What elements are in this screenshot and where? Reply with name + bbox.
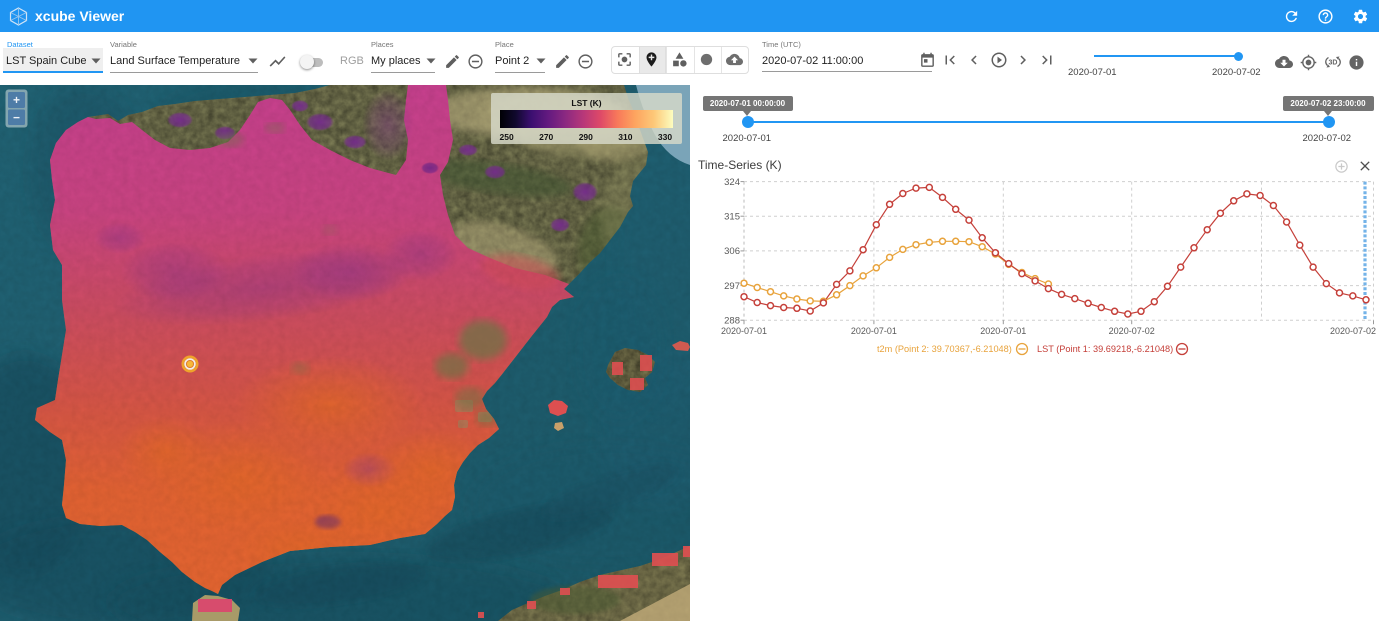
svg-text:297: 297 <box>724 281 740 292</box>
svg-text:270: 270 <box>539 132 553 142</box>
svg-text:310: 310 <box>618 132 632 142</box>
svg-text:+: + <box>13 93 20 107</box>
svg-text:250: 250 <box>500 132 514 142</box>
svg-text:290: 290 <box>579 132 593 142</box>
svg-text:2020-07-01: 2020-07-01 <box>851 326 897 336</box>
svg-text:315: 315 <box>724 212 740 223</box>
svg-text:2020-07-02: 2020-07-02 <box>1330 326 1376 336</box>
svg-text:−: − <box>13 111 20 125</box>
svg-text:2020-07-01: 2020-07-01 <box>721 326 767 336</box>
svg-text:306: 306 <box>724 246 740 257</box>
svg-text:2020-07-01: 2020-07-01 <box>980 326 1026 336</box>
svg-text:2020-07-02: 2020-07-02 <box>1109 326 1155 336</box>
svg-text:LST (Point 1: 39.69218,-6.2104: LST (Point 1: 39.69218,-6.21048) <box>1037 344 1173 354</box>
svg-text:LST (K): LST (K) <box>571 98 601 108</box>
svg-text:324: 324 <box>724 177 740 188</box>
svg-text:330: 330 <box>658 132 672 142</box>
svg-text:t2m (Point 2: 39.70367,-6.2104: t2m (Point 2: 39.70367,-6.21048) <box>877 344 1012 354</box>
svg-text:3D: 3D <box>1329 60 1338 67</box>
svg-text:288: 288 <box>724 315 740 326</box>
